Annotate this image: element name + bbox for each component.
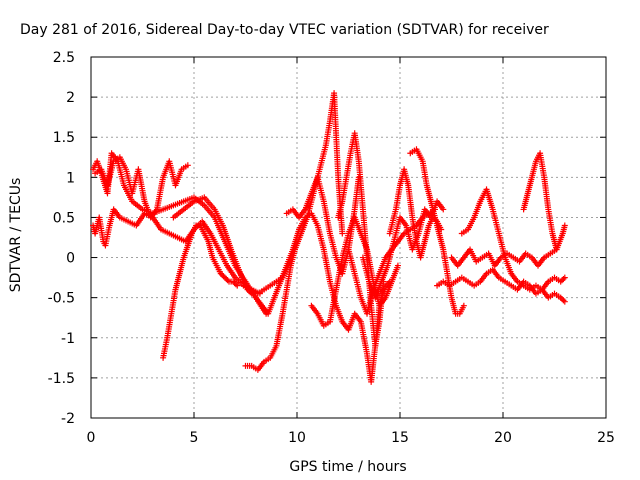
data-point [224, 277, 231, 284]
series-arc19 [520, 150, 560, 253]
series-arc18 [458, 186, 568, 305]
y-tick-label: 1.5 [53, 130, 75, 146]
x-tick-label: 10 [288, 430, 306, 446]
data-point [394, 262, 401, 269]
y-tick-label: 0 [66, 251, 75, 267]
x-axis-label: GPS time / hours [289, 459, 406, 475]
data-point [221, 274, 228, 281]
data-point [560, 275, 567, 282]
x-tick-label: 5 [190, 430, 199, 446]
series-arc11 [335, 130, 387, 349]
plot-border [90, 56, 607, 419]
chart-title: Day 281 of 2016, Sidereal Day-to-day VTE… [20, 22, 549, 38]
y-tick-label: 2 [66, 90, 75, 106]
data-point [553, 246, 560, 253]
y-tick-label: 0.5 [53, 210, 75, 226]
y-tick-label: -1 [61, 331, 75, 347]
y-tick-label: 2.5 [53, 50, 75, 66]
data-point [561, 274, 568, 281]
data-point [230, 278, 237, 285]
series-arc15 [407, 146, 467, 317]
series-arc4 [160, 222, 241, 361]
y-tick-label: -1.5 [48, 371, 75, 387]
series-arc2 [92, 154, 191, 221]
data-point [557, 294, 564, 301]
series-arc14 [386, 166, 445, 261]
x-tick-label: 15 [391, 430, 409, 446]
data-point [223, 275, 230, 282]
data-point [184, 162, 191, 169]
data-point [460, 302, 467, 309]
data-point [561, 222, 568, 229]
data-point [234, 282, 241, 289]
x-tick-label: 0 [87, 430, 96, 446]
data-point [560, 297, 567, 304]
data-point [440, 206, 447, 213]
data-point [232, 281, 239, 288]
data-point [220, 273, 227, 280]
data-point [559, 277, 566, 284]
x-tick-label: 25 [597, 430, 615, 446]
x-tick-label: 20 [494, 430, 512, 446]
y-tick-label: 1 [66, 170, 75, 186]
series-arc16 [434, 266, 568, 297]
y-axis-label: SDTVAR / TECUs [8, 178, 24, 293]
data-point [231, 279, 238, 286]
data-point [217, 270, 224, 277]
data-point [247, 289, 254, 296]
data-point [557, 278, 564, 285]
series-arc5 [170, 194, 255, 297]
data-point [219, 271, 226, 278]
y-tick-label: -0.5 [48, 291, 75, 307]
data-point [339, 230, 346, 237]
data-point [561, 298, 568, 305]
data-point [559, 296, 566, 303]
y-tick-label: -2 [61, 411, 75, 427]
plot-frame [90, 56, 607, 419]
axis-ticks: 0 5 10 15 20 25 -2 -1.5 -1 -0.5 0 0.5 1 1.5 2 2.5 [48, 50, 615, 446]
data-points [90, 90, 568, 385]
